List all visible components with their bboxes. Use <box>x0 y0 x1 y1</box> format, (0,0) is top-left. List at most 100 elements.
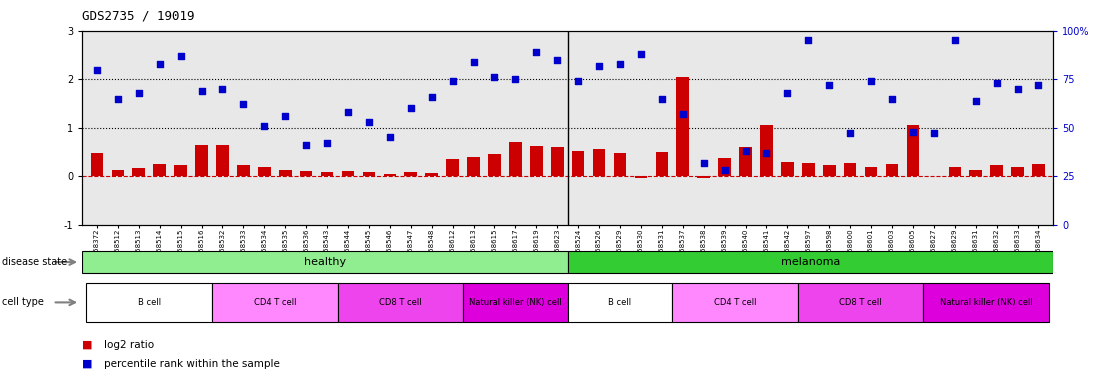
Text: ■: ■ <box>82 340 93 350</box>
Bar <box>698 176 710 178</box>
Bar <box>112 170 124 176</box>
Point <box>444 78 462 84</box>
Point <box>569 78 587 84</box>
Text: B cell: B cell <box>137 298 161 307</box>
Text: CD8 T cell: CD8 T cell <box>839 298 882 307</box>
Point <box>235 101 252 108</box>
Bar <box>405 172 417 176</box>
Point <box>423 94 441 100</box>
Point <box>486 74 504 80</box>
Point <box>256 122 273 129</box>
Point <box>151 61 169 67</box>
Point <box>1009 86 1027 92</box>
FancyBboxPatch shape <box>87 283 212 322</box>
Bar <box>613 153 626 176</box>
FancyBboxPatch shape <box>798 283 924 322</box>
FancyBboxPatch shape <box>567 283 672 322</box>
Point <box>821 82 838 88</box>
Point <box>758 150 776 156</box>
Bar <box>237 166 250 176</box>
Bar <box>91 153 103 176</box>
Bar <box>719 158 731 176</box>
Point <box>360 119 377 125</box>
Bar <box>320 172 333 176</box>
Point <box>297 142 315 148</box>
Point <box>381 134 398 141</box>
Point <box>779 90 796 96</box>
Bar <box>279 170 292 176</box>
FancyBboxPatch shape <box>463 283 567 322</box>
Bar <box>195 145 207 176</box>
Bar <box>133 169 145 176</box>
Point <box>904 129 921 135</box>
Bar <box>509 142 522 176</box>
Text: ■: ■ <box>82 359 93 369</box>
Bar <box>802 162 815 176</box>
Point <box>109 96 126 102</box>
Point <box>862 78 880 84</box>
Bar <box>216 145 229 176</box>
Text: CD4 T cell: CD4 T cell <box>714 298 756 307</box>
Bar <box>739 147 751 176</box>
Point <box>1030 82 1048 88</box>
Bar <box>656 152 668 176</box>
Bar <box>844 162 857 176</box>
Text: percentile rank within the sample: percentile rank within the sample <box>104 359 280 369</box>
Text: Natural killer (NK) cell: Natural killer (NK) cell <box>470 298 562 307</box>
FancyBboxPatch shape <box>212 283 338 322</box>
Text: CD4 T cell: CD4 T cell <box>253 298 296 307</box>
Text: cell type: cell type <box>2 297 44 307</box>
Point <box>737 148 755 154</box>
Point <box>800 37 817 43</box>
Bar <box>154 164 166 176</box>
Bar <box>258 167 271 176</box>
Bar <box>467 157 479 176</box>
Text: log2 ratio: log2 ratio <box>104 340 155 350</box>
Point <box>925 131 942 137</box>
Text: B cell: B cell <box>609 298 632 307</box>
FancyBboxPatch shape <box>672 283 798 322</box>
Bar <box>823 166 836 176</box>
FancyBboxPatch shape <box>338 283 463 322</box>
Point <box>841 131 859 137</box>
Point <box>611 61 629 67</box>
Point <box>528 49 545 55</box>
Point <box>653 96 670 102</box>
FancyBboxPatch shape <box>82 251 567 273</box>
Bar <box>760 125 772 176</box>
Bar <box>384 174 396 176</box>
Bar <box>677 77 689 176</box>
Bar <box>342 171 354 176</box>
FancyBboxPatch shape <box>924 283 1049 322</box>
Point <box>318 140 336 146</box>
Bar <box>906 125 919 176</box>
Text: healthy: healthy <box>304 257 346 267</box>
Bar <box>174 166 186 176</box>
Point <box>402 105 419 111</box>
Point <box>339 109 357 115</box>
Text: CD8 T cell: CD8 T cell <box>378 298 421 307</box>
FancyBboxPatch shape <box>567 251 1053 273</box>
Point <box>193 88 211 94</box>
Point <box>632 51 649 57</box>
Bar <box>1011 167 1024 176</box>
Point <box>590 63 608 69</box>
Point <box>988 80 1006 86</box>
Bar <box>635 176 647 178</box>
Point <box>946 37 963 43</box>
Bar <box>572 151 585 176</box>
Point <box>966 98 984 104</box>
Bar <box>592 149 606 176</box>
Bar <box>446 159 459 176</box>
Bar <box>970 170 982 176</box>
Bar <box>530 146 543 176</box>
Point <box>214 86 231 92</box>
Point <box>716 167 734 174</box>
Bar <box>949 167 961 176</box>
Text: disease state: disease state <box>2 257 67 267</box>
Point <box>129 90 147 96</box>
Bar <box>864 167 878 176</box>
Bar <box>426 173 438 176</box>
Bar <box>488 154 500 176</box>
Bar <box>299 171 313 176</box>
